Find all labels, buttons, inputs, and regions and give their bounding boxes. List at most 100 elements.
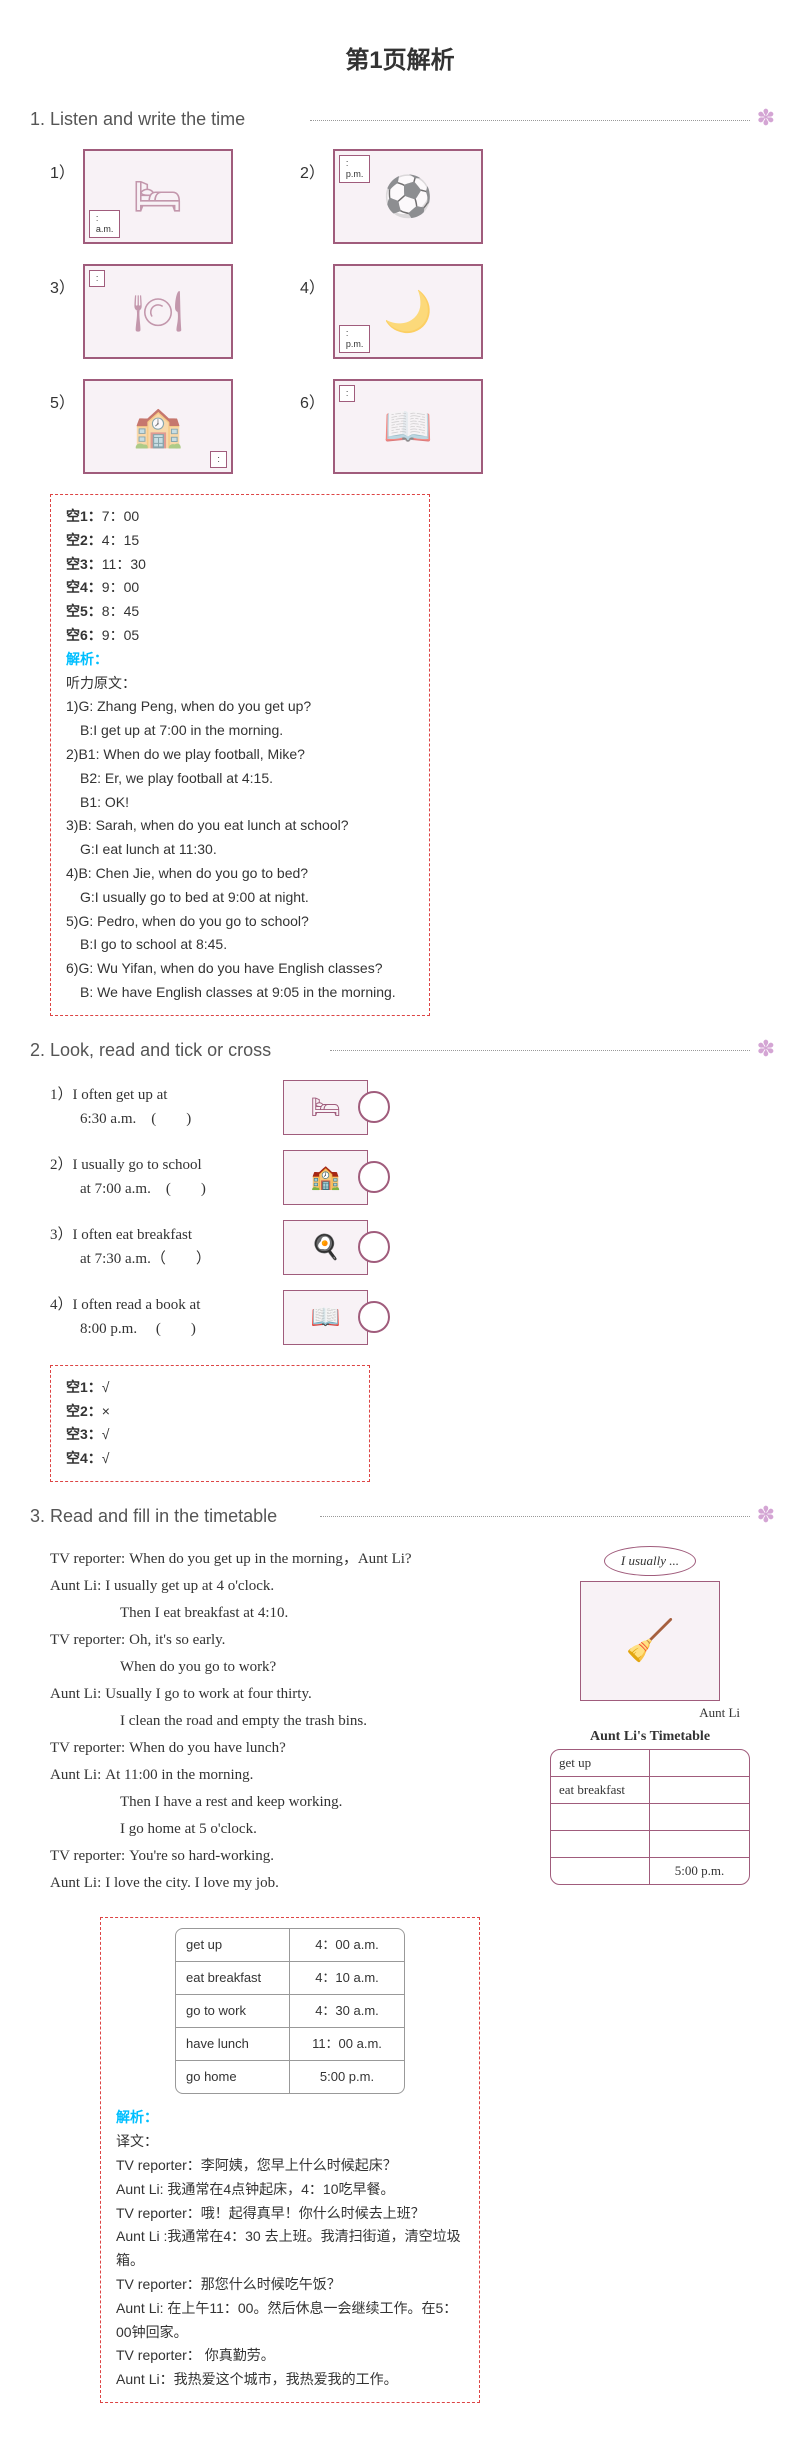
analysis-label: 解析： (116, 2106, 464, 2130)
ans-tt-cell: 4：30 a.m. (290, 1995, 404, 2027)
script-line: 4)B: Chen Jie, when do you go to bed? (66, 862, 414, 886)
answer-line: 空1：√ (66, 1376, 354, 1400)
script-line: G:I usually go to bed at 9:00 at night. (66, 886, 414, 910)
timetable-row: 5:00 p.m. (551, 1858, 749, 1884)
dialogue-line: When do you go to work? (50, 1654, 530, 1681)
dialogue: TV reporter:When do you get up in the mo… (50, 1546, 530, 1897)
timetable-row: eat breakfast (551, 1777, 749, 1804)
pic-box: 🌙 :p.m. (333, 264, 483, 359)
ans-tt-cell: 4：00 a.m. (290, 1929, 404, 1961)
pic-num: 1） (50, 159, 75, 183)
section2-grid: 1）I often get up at 6:30 a.m. ( ) 🛏 2）I … (50, 1080, 750, 1345)
tt-cell (551, 1831, 650, 1857)
speaker: Aunt Li: (50, 1870, 101, 1897)
q2-text: 1）I often get up at 6:30 a.m. ( ) (50, 1083, 283, 1131)
ans-tt-row: have lunch11：00 a.m. (176, 2028, 404, 2061)
q2-item: 3）I often eat breakfast at 7:30 a.m.（ ） … (50, 1220, 390, 1275)
pic-item: 3） 🍽 : (50, 264, 260, 359)
page-title: 第1页解析 (30, 40, 770, 75)
script-line: 6)G: Wu Yifan, when do you have English … (66, 957, 414, 981)
section2-title-text: 2. Look, read and tick or cross (30, 1040, 271, 1060)
pic-num: 5） (50, 389, 75, 413)
pic-item: 2） ⚽ :p.m. (300, 149, 510, 244)
tt-cell (551, 1858, 650, 1884)
dialogue-line: Aunt Li:I usually get up at 4 o'clock. (50, 1573, 530, 1600)
script-line: 3)B: Sarah, when do you eat lunch at sch… (66, 814, 414, 838)
clock-icon (358, 1091, 390, 1123)
dialogue-line: Aunt Li:Usually I go to work at four thi… (50, 1681, 530, 1708)
answer-line: 空3：√ (66, 1423, 354, 1447)
script-line: B2: Er, we play football at 4:15. (66, 767, 414, 791)
translation-line: Aunt Li: 在上午11：00。然后休息一会继续工作。在5：00钟回家。 (116, 2297, 464, 2345)
pic-glyph: 🍽 (85, 266, 231, 357)
pic-item: 6） 📖 : (300, 379, 510, 474)
q2-image: 🏫 (283, 1150, 368, 1205)
dialogue-line: Aunt Li:I love the city. I love my job. (50, 1870, 530, 1897)
section2-answer-box: 空1：√空2：×空3：√空4：√ (50, 1365, 370, 1482)
ans-tt-cell: go to work (176, 1995, 290, 2027)
timetable-title: Aunt Li's Timetable (590, 1729, 710, 1745)
pic-box: 🏫 : (83, 379, 233, 474)
tt-cell (650, 1750, 749, 1776)
q2-item: 4）I often read a book at 8:00 p.m. ( ) 📖 (50, 1290, 390, 1345)
translation-line: Aunt Li: 我通常在4点钟起床，4：10吃早餐。 (116, 2178, 464, 2202)
speech: I clean the road and empty the trash bin… (50, 1708, 367, 1735)
ans-tt-cell: have lunch (176, 2028, 290, 2060)
timetable-row (551, 1831, 749, 1858)
timetable-blank: get up eat breakfast 5:00 p.m. (550, 1749, 750, 1885)
translation-line: TV reporter：哦！起得真早！你什么时候去上班？ (116, 2202, 464, 2226)
answer-line: 空2：4：15 (66, 529, 414, 553)
time-tag: :p.m. (339, 325, 371, 353)
speech: Then I eat breakfast at 4:10. (50, 1600, 288, 1627)
speech: Oh, it's so early. (129, 1627, 225, 1654)
speech: You're so hard-working. (129, 1843, 274, 1870)
tt-cell (551, 1804, 650, 1830)
answer-line: 空4：9：00 (66, 576, 414, 600)
script-line: B1: OK! (66, 791, 414, 815)
trans-title: 译文： (116, 2130, 464, 2154)
script-line: B:I get up at 7:00 in the morning. (66, 719, 414, 743)
pic-box: 🍽 : (83, 264, 233, 359)
ans-tt-cell: 11：00 a.m. (290, 2028, 404, 2060)
ans-tt-cell: get up (176, 1929, 290, 1961)
q2-item: 1）I often get up at 6:30 a.m. ( ) 🛏 (50, 1080, 390, 1135)
section3-title: 3. Read and fill in the timetable ✽ (30, 1502, 770, 1531)
speaker: TV reporter: (50, 1546, 125, 1573)
script-line: 1)G: Zhang Peng, when do you get up? (66, 695, 414, 719)
speech: Then I have a rest and keep working. (50, 1789, 342, 1816)
tt-cell: 5:00 p.m. (650, 1858, 749, 1884)
pic-glyph: 🏫 (85, 381, 231, 472)
section3-title-text: 3. Read and fill in the timetable (30, 1506, 277, 1526)
answer-line: 空3：11：30 (66, 553, 414, 577)
speech: When do you get up in the morning，Aunt L… (129, 1546, 411, 1573)
pic-box: 📖 : (333, 379, 483, 474)
dialogue-line: TV reporter:When do you get up in the mo… (50, 1546, 530, 1573)
script-line: 5)G: Pedro, when do you go to school? (66, 910, 414, 934)
dialogue-line: TV reporter:Oh, it's so early. (50, 1627, 530, 1654)
script-line: 2)B1: When do we play football, Mike? (66, 743, 414, 767)
analysis-label: 解析： (66, 648, 414, 672)
pic-item: 1） 🛏 :a.m. (50, 149, 260, 244)
answer-timetable: get up4：00 a.m.eat breakfast4：10 a.m.go … (175, 1928, 405, 2094)
ans-tt-cell: go home (176, 2061, 290, 2093)
ans-tt-cell: eat breakfast (176, 1962, 290, 1994)
dialogue-line: Then I have a rest and keep working. (50, 1789, 530, 1816)
translation-line: TV reporter： 你真勤劳。 (116, 2344, 464, 2368)
time-tag: : (210, 451, 227, 468)
pic-item: 5） 🏫 : (50, 379, 260, 474)
section3-right: I usually ... 🧹 Aunt Li Aunt Li's Timeta… (550, 1546, 750, 1897)
ans-tt-cell: 5:00 p.m. (290, 2061, 404, 2093)
ans-tt-row: eat breakfast4：10 a.m. (176, 1962, 404, 1995)
section1-title: 1. Listen and write the time ✽ (30, 105, 770, 134)
ans-tt-row: go home5:00 p.m. (176, 2061, 404, 2093)
speech: Usually I go to work at four thirty. (105, 1681, 312, 1708)
dialogue-line: Aunt Li:At 11:00 in the morning. (50, 1762, 530, 1789)
pic-num: 2） (300, 159, 325, 183)
speaker: TV reporter: (50, 1843, 125, 1870)
script-line: B: We have English classes at 9:05 in th… (66, 981, 414, 1005)
script-line: B:I go to school at 8:45. (66, 933, 414, 957)
flower-icon: ✽ (751, 105, 775, 131)
dialogue-line: Then I eat breakfast at 4:10. (50, 1600, 530, 1627)
speaker: Aunt Li: (50, 1762, 101, 1789)
time-tag: :p.m. (339, 155, 371, 183)
